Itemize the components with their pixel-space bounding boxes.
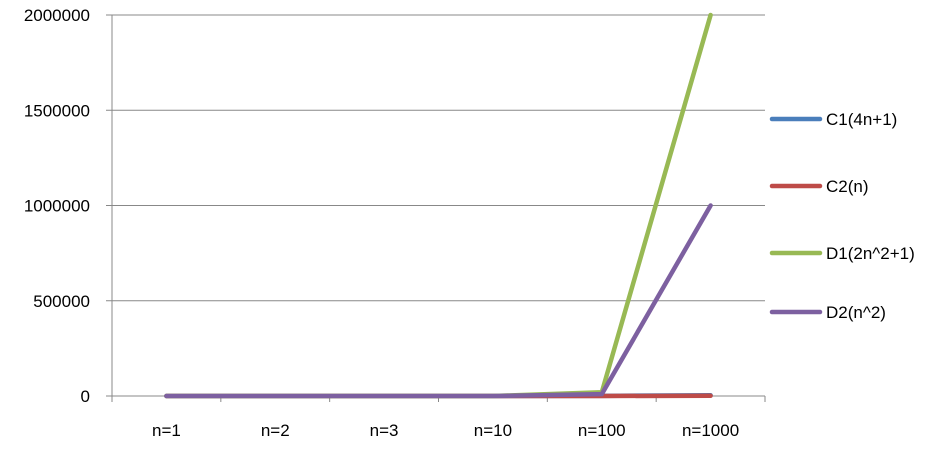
axes xyxy=(106,15,765,402)
legend-label: D1(2n^2+1) xyxy=(826,244,915,263)
y-tick-label: 2000000 xyxy=(24,6,90,25)
y-tick-label: 0 xyxy=(81,387,90,406)
x-tick-labels: n=1 n=2 n=3 n=10 n=100 n=1000 xyxy=(152,421,739,440)
x-tick-label: n=1000 xyxy=(682,421,739,440)
legend-label: C1(4n+1) xyxy=(826,110,897,129)
x-tick-label: n=10 xyxy=(474,421,512,440)
y-tick-label: 1500000 xyxy=(24,101,90,120)
x-tick-label: n=100 xyxy=(578,421,626,440)
y-tick-label: 500000 xyxy=(33,292,90,311)
legend-label: C2(n) xyxy=(826,177,869,196)
y-tick-label: 1000000 xyxy=(24,197,90,216)
legend-label: D2(n^2) xyxy=(826,303,886,322)
x-tick-label: n=3 xyxy=(370,421,399,440)
x-tick-label: n=1 xyxy=(152,421,181,440)
legend: C1(4n+1) C2(n) D1(2n^2+1) D2(n^2) xyxy=(772,110,915,322)
x-tick-label: n=2 xyxy=(261,421,290,440)
y-tick-labels: 0 500000 1000000 1500000 2000000 xyxy=(24,6,90,406)
